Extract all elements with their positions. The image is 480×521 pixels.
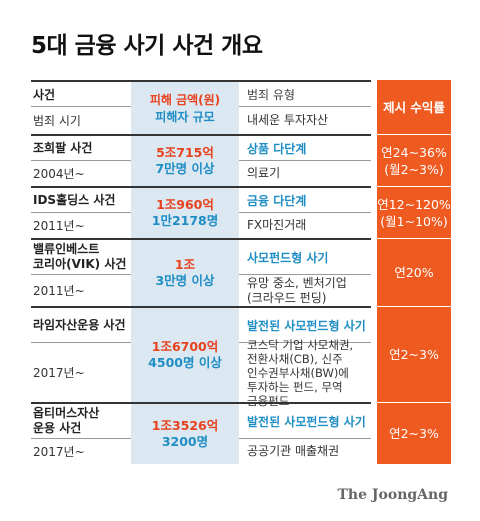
case-name: 옵티머스자산 운용 사건 [31,402,131,438]
page-title: 5대 금융 사기 사건 개요 [31,33,263,59]
case-crime-type: 발전된 사모펀드형 사기 [239,306,371,342]
case-target: 유망 중소, 벤처기업 (크라우드 펀딩) [239,274,371,306]
brand-logo: The JoongAng [337,487,448,503]
case-year: 2011년~ [31,212,131,238]
header-amount-victims-cell: 피해 금액(원) 피해자 규모 [131,80,239,134]
case-crime-type: 발전된 사모펀드형 사기 [239,402,371,438]
case-crime-type: 금융 다단계 [239,186,371,212]
case-victims: 3200명 [161,434,209,449]
case-return: 연2~3% [377,402,451,464]
case-crime-type: 사모펀드형 사기 [239,238,371,274]
header-victims: 피해자 규모 [155,110,215,124]
case-target: 의료기 [239,160,371,186]
case-amount-cell: 5조715억 7만명 이상 [131,134,239,186]
case-target: FX마진거래 [239,212,371,238]
case-name: 라임자산운용 사건 [31,306,131,342]
case-target: 공공기관 매출채권 [239,438,371,464]
case-amount-cell: 1조3526억 3200명 [131,402,239,464]
case-amount: 5조715억 [156,145,214,160]
case-year: 2017년~ [31,342,131,402]
case-return: 연2~3% [377,306,451,402]
header-crime-type: 범죄 유형 [239,80,371,106]
fraud-summary-table: 사건 피해 금액(원) 피해자 규모 범죄 유형 제시 수익률 범죄 시기 내세… [31,80,451,468]
case-crime-type: 상품 다단계 [239,134,371,160]
case-name: IDS홀딩스 사건 [31,186,131,212]
case-year: 2004년~ [31,160,131,186]
case-amount: 1조 [174,257,196,272]
case-victims: 7만명 이상 [155,161,215,176]
case-return: 연12~120% (월1~10%) [377,186,451,238]
case-victims: 1만2178명 [151,213,219,228]
case-amount: 1조3526억 [151,418,219,433]
case-return: 연24~36% (월2~3%) [377,134,451,186]
header-target: 내세운 투자자산 [239,106,371,134]
case-victims: 4500명 이상 [148,355,222,370]
case-victims: 3만명 이상 [155,273,215,288]
header-crime-time: 범죄 시기 [31,106,131,134]
case-amount: 1조960억 [156,197,214,212]
header-amount: 피해 금액(원) [149,93,221,107]
case-year: 2011년~ [31,274,131,306]
case-amount: 1조6700억 [151,339,219,354]
header-return: 제시 수익률 [377,80,451,134]
case-name: 밸류인베스트 코리아(VIK) 사건 [31,238,131,274]
case-amount-cell: 1조6700억 4500명 이상 [131,306,239,402]
case-amount-cell: 1조 3만명 이상 [131,238,239,306]
case-amount-cell: 1조960억 1만2178명 [131,186,239,238]
case-target: 코스닥 기업 사모채권, 전환사채(CB), 신주 인수권부사채(BW)에 투자… [239,338,371,408]
case-name: 조희팔 사건 [31,134,131,160]
case-year: 2017년~ [31,438,131,464]
header-case: 사건 [31,80,131,106]
case-return: 연20% [377,238,451,306]
